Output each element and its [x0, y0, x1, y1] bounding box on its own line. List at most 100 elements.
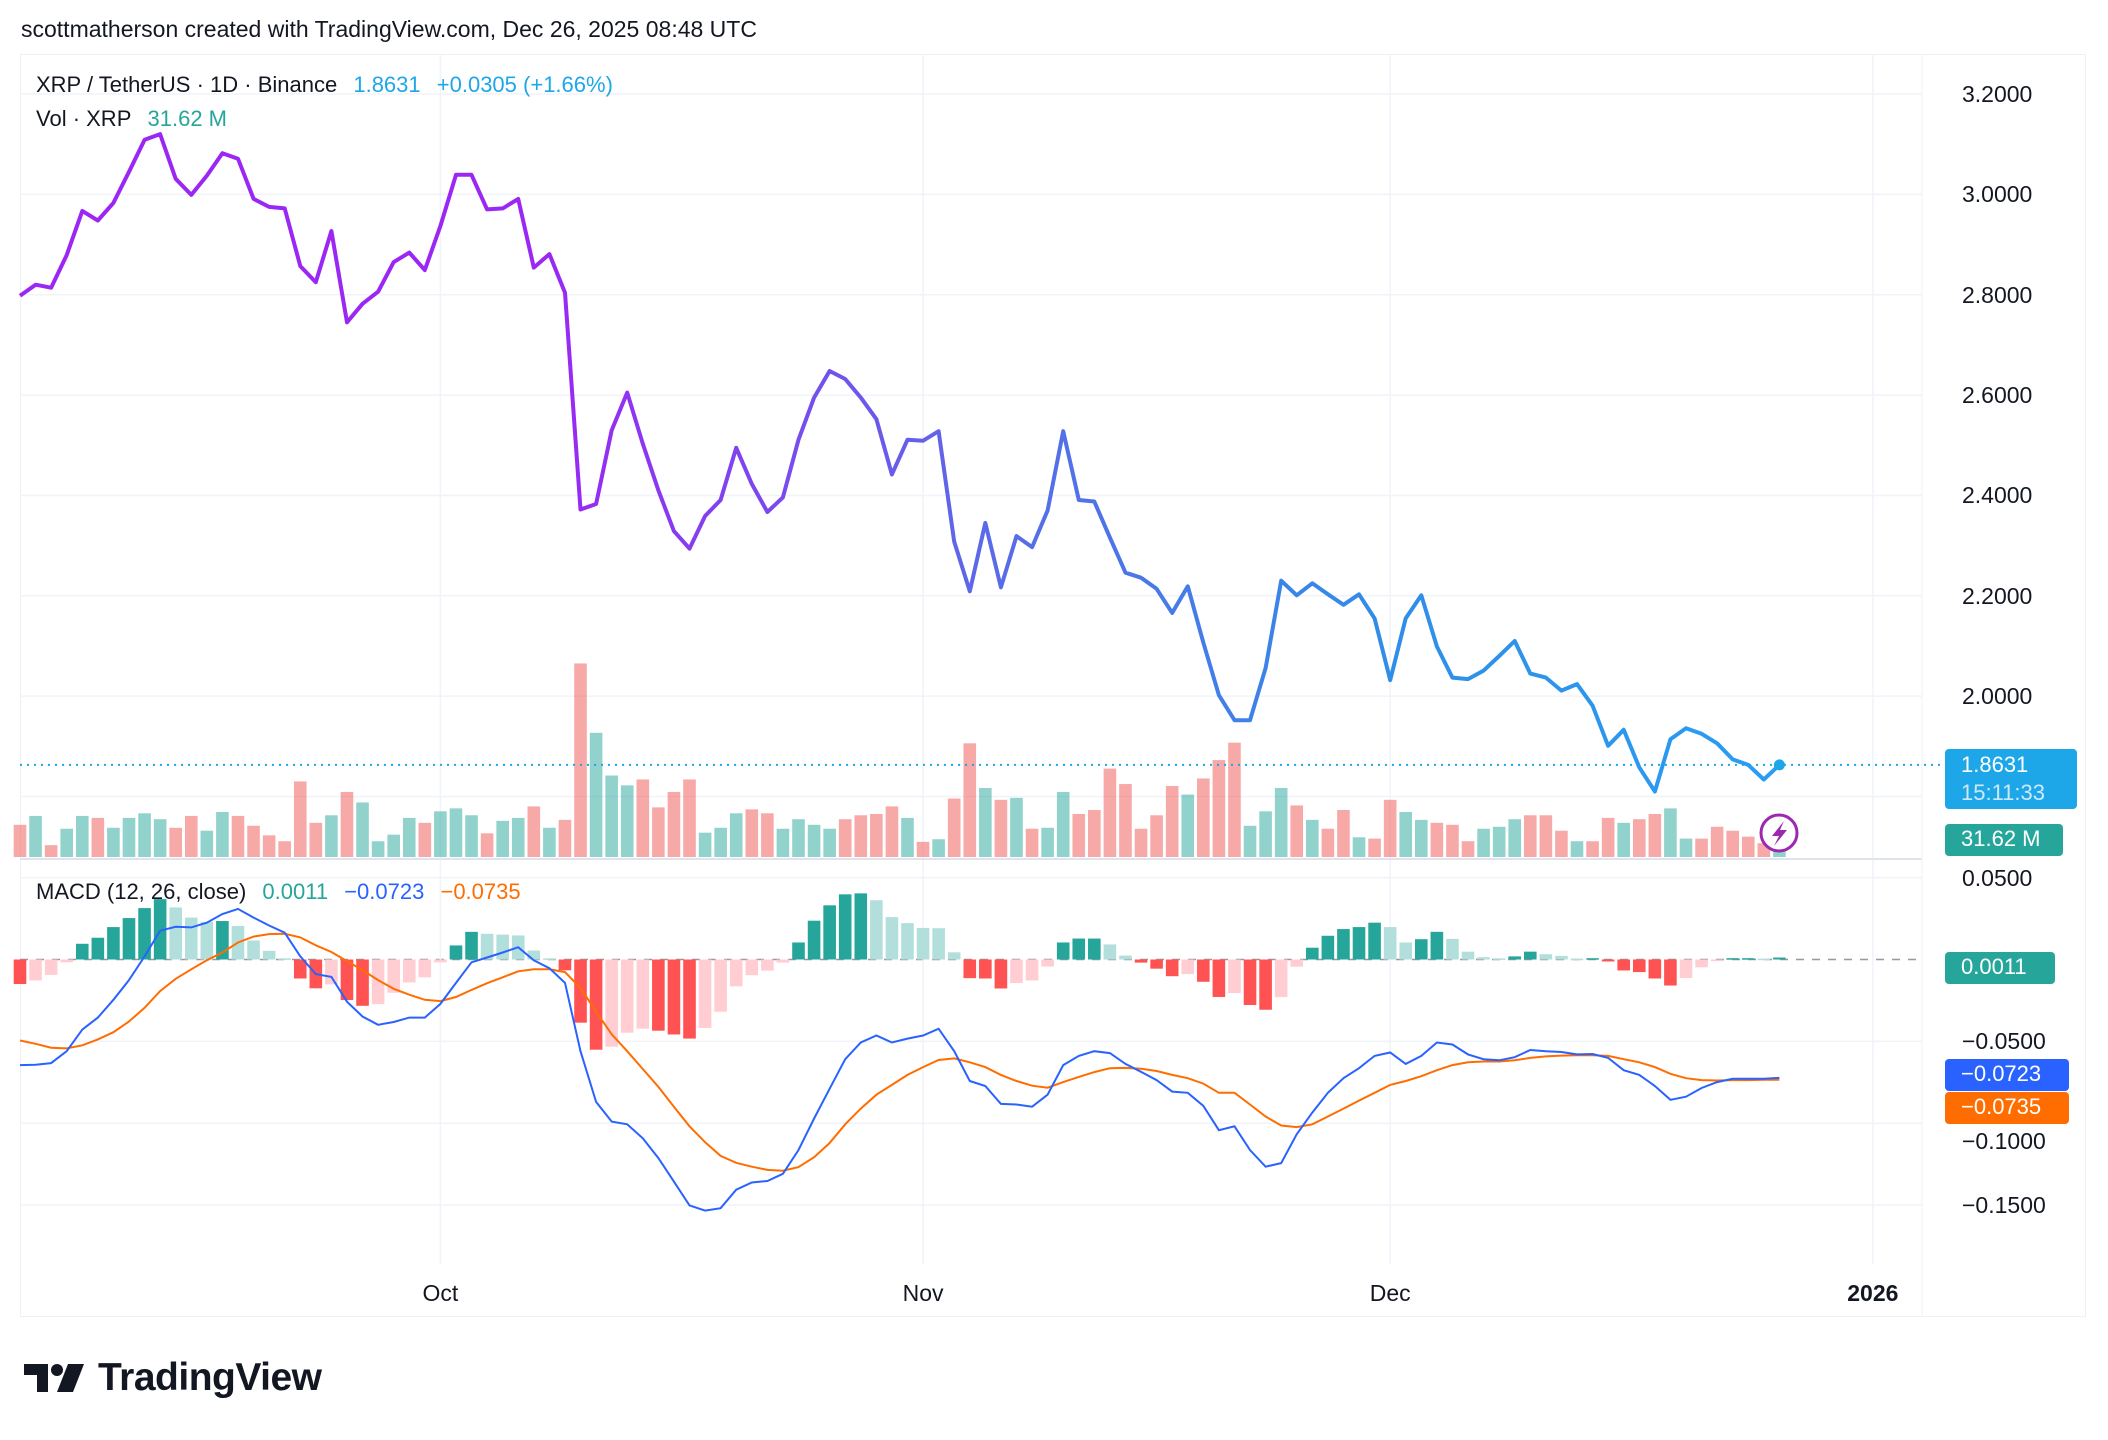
volume-bar — [1368, 838, 1381, 857]
macd-histogram-bar — [1664, 959, 1677, 986]
macd-histogram-bar — [761, 959, 774, 971]
volume-bar — [325, 815, 338, 857]
macd-histogram-bar — [1274, 959, 1288, 998]
macd-histogram-bar — [1446, 938, 1459, 960]
volume-legend-value: 31.62 M — [147, 106, 228, 131]
volume-bar — [184, 815, 198, 857]
macd-histogram-bar — [1321, 935, 1335, 960]
volume-bar — [1103, 768, 1117, 857]
volume-bar — [480, 833, 494, 857]
macd-histogram-bar — [29, 959, 42, 981]
volume-bar — [1274, 787, 1288, 857]
macd-histogram-bar — [200, 921, 214, 960]
volume-bar — [776, 828, 790, 857]
volume-bar — [340, 791, 354, 857]
volume-bar — [1648, 813, 1662, 857]
volume-bar — [1430, 822, 1444, 857]
macd-legend-signal: −0.0735 — [440, 879, 521, 904]
macd-histogram-bar — [527, 950, 541, 960]
macd-histogram-bar — [574, 959, 587, 1023]
macd-histogram-bar — [901, 923, 914, 960]
macd-axis-label: 0.0500 — [1962, 864, 2033, 891]
volume-bar — [558, 819, 572, 857]
macd-axis-label: −0.1500 — [1962, 1192, 2046, 1219]
volume-bar — [231, 815, 245, 857]
price-axis-label: 3.0000 — [1962, 181, 2033, 208]
macd-histogram-bar — [792, 942, 805, 960]
price-line — [18, 132, 1781, 794]
bar-countdown: 15:11:33 — [1961, 780, 2046, 805]
macd-histogram-bar — [13, 959, 27, 985]
volume-bar — [1679, 838, 1693, 857]
volume-bar — [1586, 841, 1599, 857]
attribution-text: scottmatherson created with TradingView.… — [21, 16, 757, 42]
macd-histogram-bar — [776, 959, 790, 963]
last-price-badge: 1.8631 15:11:33 — [1945, 749, 2077, 809]
time-axis-label: Oct — [422, 1280, 459, 1306]
macd-histogram-bar — [371, 959, 385, 1005]
volume-bar — [1555, 830, 1568, 857]
macd-histogram-bar — [1492, 958, 1506, 960]
volume-bars — [13, 663, 1786, 857]
volume-bar — [75, 815, 89, 857]
macd-histogram-bar — [1461, 951, 1475, 960]
macd-histogram-bar — [75, 943, 89, 960]
volume-bar — [1352, 837, 1366, 857]
alert-lightning-icon[interactable] — [1759, 813, 1799, 853]
volume-bar — [589, 732, 603, 857]
macd-histogram-bar — [138, 908, 151, 960]
macd-histogram-bar — [1150, 959, 1163, 969]
macd-histogram-bar — [1243, 959, 1257, 1006]
macd-histogram-bar — [434, 959, 447, 963]
macd-histogram-bar — [1415, 939, 1428, 960]
macd-histogram-bar — [620, 959, 634, 1033]
volume-bar — [356, 802, 369, 857]
symbol-legend[interactable]: XRP / TetherUS · 1D · Binance 1.8631 +0.… — [36, 72, 623, 98]
volume-bar — [1150, 815, 1163, 857]
macd-histogram-bar — [1601, 959, 1615, 962]
macd-legend[interactable]: MACD (12, 26, close) 0.0011 −0.0723 −0.0… — [36, 879, 531, 905]
macd-axis-label: −0.1000 — [1962, 1128, 2046, 1154]
macd-histogram-bar — [1430, 931, 1444, 960]
macd-histogram-bar — [1290, 959, 1304, 967]
volume-bar — [792, 819, 805, 857]
signal-line — [19, 932, 1780, 1172]
volume-bar — [153, 819, 167, 857]
macd-histogram-bar — [1695, 959, 1708, 968]
macd-histogram-bar — [963, 959, 977, 979]
volume-bar — [885, 806, 899, 857]
macd-histogram-bar — [122, 918, 136, 960]
volume-bar — [1741, 836, 1755, 857]
volume-legend[interactable]: Vol · XRP 31.62 M — [36, 106, 237, 132]
volume-bar — [1617, 822, 1631, 857]
macd-line-badge: −0.0723 — [1945, 1059, 2069, 1091]
tradingview-logo[interactable]: TradingView — [24, 1356, 322, 1400]
volume-bar — [745, 809, 759, 857]
volume-bar — [1508, 819, 1522, 857]
volume-bar — [449, 808, 463, 857]
time-axis-label: Dec — [1369, 1280, 1411, 1306]
macd-histogram-bar — [1383, 927, 1397, 960]
volume-bar — [1399, 811, 1413, 857]
volume-bar — [216, 811, 229, 857]
volume-bar — [1181, 794, 1195, 857]
time-axis-label: 2026 — [1847, 1280, 1899, 1306]
macd-histogram-bar — [683, 959, 696, 1039]
macd-histogram-bar — [1306, 947, 1319, 960]
volume-bar — [979, 787, 992, 857]
volume-bar — [652, 807, 665, 857]
macd-histogram-bar — [387, 959, 400, 993]
macd-histogram-bar — [1056, 942, 1070, 960]
volume-bar — [963, 743, 977, 857]
volume-bar — [1570, 841, 1584, 857]
volume-bar — [1228, 742, 1241, 857]
volume-bar — [262, 835, 276, 857]
volume-badge: 31.62 M — [1945, 824, 2063, 856]
volume-bar — [496, 820, 509, 857]
macd-histogram-bar — [823, 905, 836, 960]
macd-histogram-bar — [605, 959, 618, 1047]
chart-frame — [20, 54, 2086, 1317]
volume-bar — [1664, 808, 1677, 857]
volume-bar — [44, 845, 58, 857]
